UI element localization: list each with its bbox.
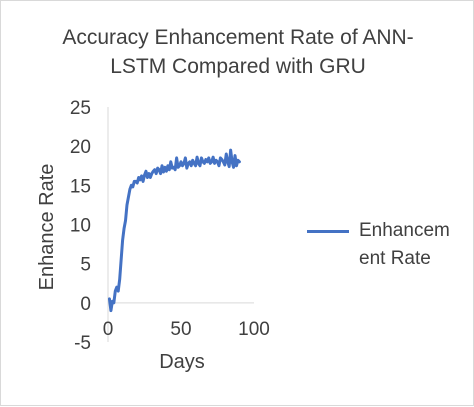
series-line [107,148,241,313]
x-tick-label: 0 [103,319,114,340]
y-tick-label: -5 [74,333,91,354]
y-tick-label: 10 [70,216,91,237]
y-tick-label: 0 [80,294,91,315]
tick-labels: -5 0 5 10 15 20 25 0 50 100 [70,98,270,354]
y-tick-label: 5 [80,255,91,276]
y-tick-label: 25 [70,98,91,119]
y-tick-label: 20 [70,137,91,158]
chart-title-line-1: Accuracy Enhancement Rate of ANN- [62,26,414,49]
chart-title-line-2: LSTM Compared with GRU [110,55,366,78]
legend-label: Enhancem ent Rate [359,217,469,273]
legend-label-line-2: ent Rate [359,248,431,269]
x-tick-label: 50 [170,319,191,340]
x-axis-title: Days [159,351,205,373]
series-group [107,148,241,313]
x-tick-label: 100 [238,319,270,340]
legend-swatch [307,230,349,233]
axes [107,107,254,342]
chart-title: Accuracy Enhancement Rate of ANN- LSTM C… [1,23,474,81]
y-axis-title: Enhance Rate [36,164,58,291]
y-tick-label: 15 [70,176,91,197]
legend-label-line-1: Enhancem [359,220,450,241]
